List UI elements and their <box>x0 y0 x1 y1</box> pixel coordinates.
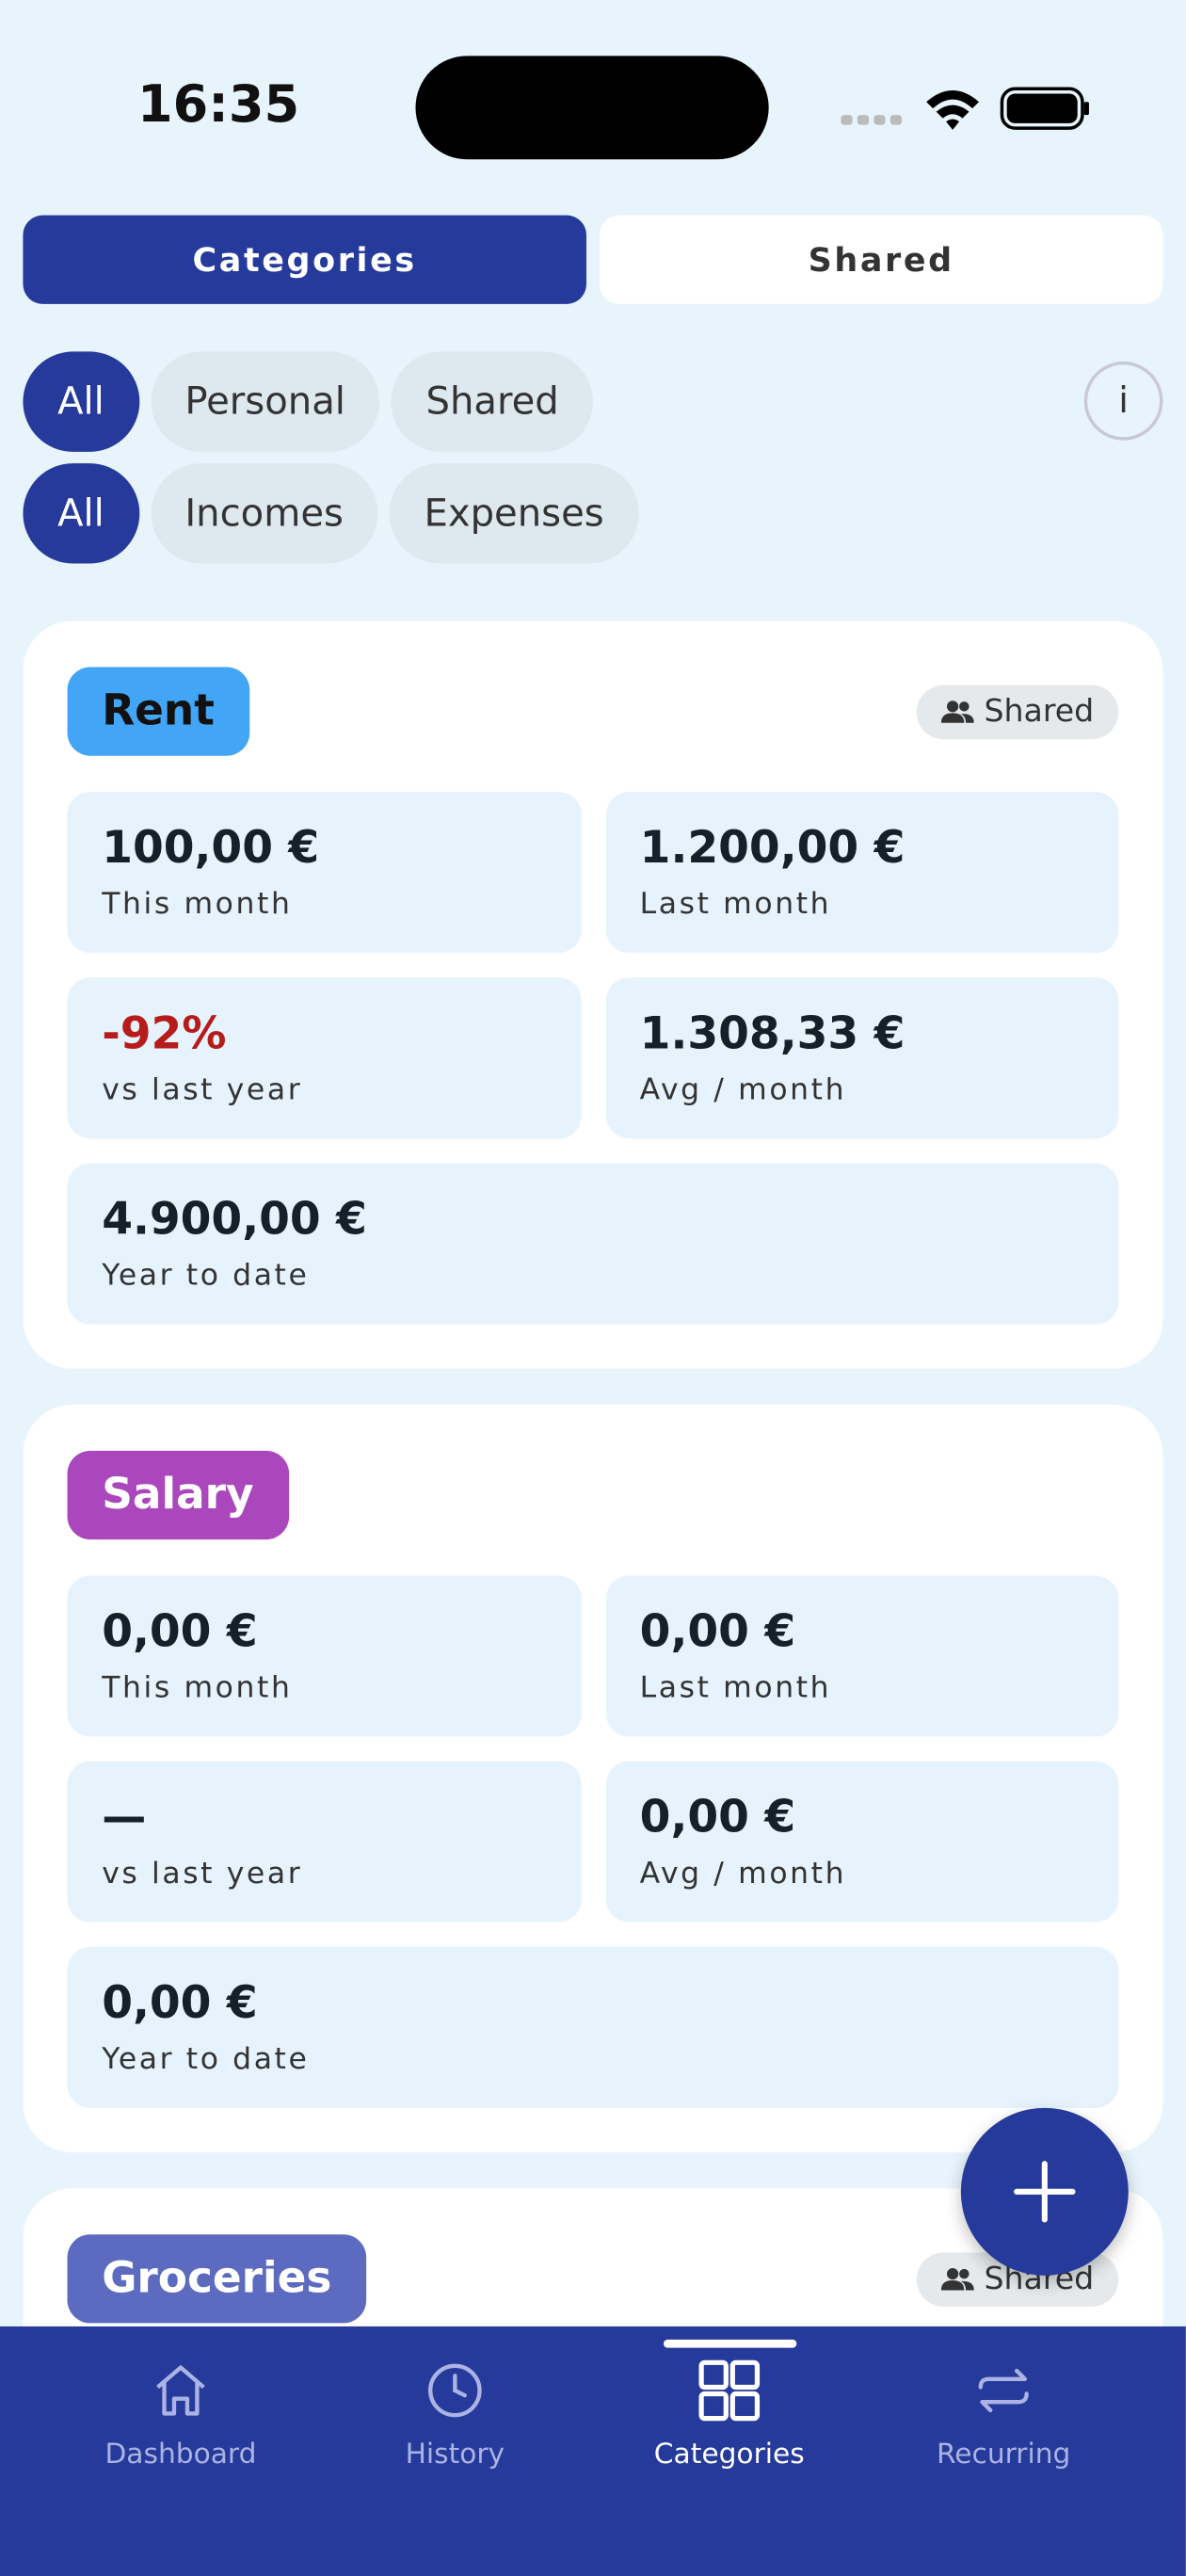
category-name: Salary <box>67 1450 289 1540</box>
stat-box: 4.900,00 € Year to date <box>67 1163 1119 1325</box>
add-button[interactable] <box>960 2107 1129 2276</box>
stat-box: 0,00 € Last month <box>605 1575 1119 1737</box>
stat-box: 0,00 € Year to date <box>67 1946 1119 2108</box>
filter-chip[interactable]: Expenses <box>389 463 639 564</box>
nav-icon <box>698 2359 761 2422</box>
nav-indicator <box>663 2339 797 2348</box>
category-card[interactable]: Salary 0,00 € This month 0,00 € Last month — v… <box>23 1404 1163 2152</box>
shared-badge: Shared <box>916 684 1119 739</box>
stat-label: Year to date <box>102 1258 310 1294</box>
badge-label: Shared <box>984 693 1095 730</box>
stat-label: This month <box>102 1670 293 1706</box>
stat-label: Avg / month <box>639 1856 847 1892</box>
category-name: Groceries <box>67 2234 366 2324</box>
people-icon <box>941 2267 974 2291</box>
nav-label: Recurring <box>936 2438 1071 2471</box>
stat-box: -92% vs last year <box>67 977 581 1139</box>
stat-value: -92% <box>102 1008 227 1060</box>
stat-box: 0,00 € Avg / month <box>605 1761 1119 1923</box>
stats-grid: 0,00 € This month 0,00 € Last month — vs last… <box>67 1575 1119 2108</box>
stat-value: — <box>102 1792 147 1843</box>
status-time: 16:35 <box>136 75 300 136</box>
status-icons <box>841 87 1089 130</box>
filter-chip[interactable]: All <box>23 351 139 452</box>
stat-label: Avg / month <box>639 1072 847 1108</box>
nav-icon <box>156 2365 205 2416</box>
stat-value: 0,00 € <box>639 1606 796 1658</box>
info-button[interactable]: i <box>1083 361 1163 441</box>
stat-value: 100,00 € <box>102 823 320 875</box>
stat-value: 1.308,33 € <box>639 1008 906 1060</box>
stat-label: vs last year <box>102 1072 303 1108</box>
nav-label: History <box>405 2438 505 2471</box>
stat-value: 0,00 € <box>639 1792 796 1843</box>
filter-chip[interactable]: Shared <box>391 351 594 452</box>
stat-value: 1.200,00 € <box>639 823 906 875</box>
card-header: Salary <box>67 1450 1119 1540</box>
nav-icon <box>978 2368 1029 2413</box>
stats-grid: 100,00 € This month 1.200,00 € Last month -9… <box>67 792 1119 1325</box>
stat-box: 100,00 € This month <box>67 792 581 954</box>
people-icon <box>941 700 974 723</box>
stat-label: Last month <box>639 887 832 922</box>
nav-icon <box>428 2363 482 2418</box>
stat-box: — vs last year <box>67 1761 581 1923</box>
tab[interactable]: Categories <box>23 215 586 304</box>
category-list: Rent Shared 100,00 € This month 1.200,00 € La… <box>23 620 1163 2404</box>
nav-label: Dashboard <box>104 2438 257 2471</box>
filter-chip[interactable]: Incomes <box>150 463 378 564</box>
stat-value: 4.900,00 € <box>102 1194 367 1246</box>
stat-label: Year to date <box>102 2042 310 2077</box>
category-name: Rent <box>67 667 249 756</box>
stat-box: 1.200,00 € Last month <box>605 792 1119 954</box>
tab[interactable]: Shared <box>599 215 1163 304</box>
bottom-nav: Dashboard History Categories Recurring <box>0 2326 1186 2576</box>
filter-row: All Incomes Expenses <box>23 463 639 564</box>
stat-box: 1.308,33 € Avg / month <box>605 977 1119 1139</box>
stat-label: vs last year <box>102 1856 303 1892</box>
nav-item[interactable]: Categories <box>593 2359 866 2471</box>
stat-value: 0,00 € <box>102 1606 258 1658</box>
nav-label: Categories <box>653 2438 805 2471</box>
category-card[interactable]: Rent Shared 100,00 € This month 1.200,00 € La… <box>23 620 1163 1369</box>
nav-item[interactable]: Dashboard <box>44 2359 317 2471</box>
card-header: Rent Shared <box>67 667 1119 756</box>
nav-item[interactable]: Recurring <box>867 2359 1140 2471</box>
dynamic-island <box>415 56 769 160</box>
stat-label: This month <box>102 887 293 922</box>
filter-chip[interactable]: All <box>23 463 139 564</box>
plus-icon <box>1014 2161 1076 2223</box>
stat-value: 0,00 € <box>102 1977 258 2030</box>
stat-box: 0,00 € This month <box>67 1575 581 1737</box>
nav-item[interactable]: History <box>319 2359 592 2471</box>
filter-chip[interactable]: Personal <box>150 351 380 452</box>
stat-label: Last month <box>639 1670 832 1706</box>
filter-row: All Personal Shared <box>23 351 594 452</box>
